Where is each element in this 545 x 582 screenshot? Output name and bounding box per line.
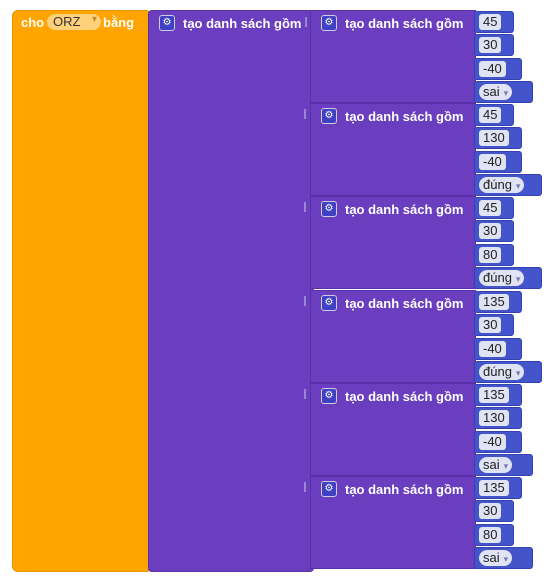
list-slot-connector (304, 296, 306, 306)
variable-name: ORZ (53, 14, 80, 29)
number-block[interactable]: 80 (474, 524, 514, 546)
gear-icon[interactable]: ⚙ (321, 108, 337, 124)
inner-list-label: tạo danh sách gồm (345, 109, 463, 124)
inner-list-block[interactable]: ⚙ tạo danh sách gồm (310, 103, 476, 196)
gear-icon[interactable]: ⚙ (321, 201, 337, 217)
number-field[interactable]: 130 (479, 410, 509, 426)
inner-list-label: tạo danh sách gồm (345, 482, 463, 497)
boolean-dropdown[interactable]: sai ▾ (479, 457, 512, 473)
number-block[interactable]: 135 (474, 477, 522, 499)
dropdown-arrow-icon: ▾ (504, 461, 509, 471)
gear-icon[interactable]: ⚙ (159, 15, 175, 31)
inner-list-label: tạo danh sách gồm (345, 296, 463, 311)
number-field[interactable]: 80 (479, 247, 501, 263)
list-slot-connector (304, 389, 306, 399)
number-field[interactable]: 135 (479, 387, 509, 403)
number-field[interactable]: -40 (479, 61, 506, 77)
boolean-block[interactable]: đúng ▾ (474, 174, 542, 196)
boolean-block[interactable]: đúng ▾ (474, 267, 542, 289)
number-block[interactable]: 45 (474, 11, 514, 33)
number-block[interactable]: 135 (474, 291, 522, 313)
dropdown-arrow-icon: ▾ (516, 368, 521, 378)
number-block[interactable]: 30 (474, 220, 514, 242)
inner-list-label: tạo danh sách gồm (345, 389, 463, 404)
list-slot-connector (304, 109, 306, 119)
number-field[interactable]: 30 (479, 503, 501, 519)
dropdown-arrow-icon: ▾ (516, 274, 521, 284)
boolean-block[interactable]: sai ▾ (474, 81, 533, 103)
number-field[interactable]: 30 (479, 37, 501, 53)
number-block[interactable]: 130 (474, 127, 522, 149)
dropdown-arrow-icon: ▾ (504, 554, 509, 564)
boolean-dropdown[interactable]: đúng ▾ (479, 177, 524, 193)
boolean-block[interactable]: sai ▾ (474, 454, 533, 476)
number-block[interactable]: 45 (474, 104, 514, 126)
number-block[interactable]: 30 (474, 314, 514, 336)
number-block[interactable]: 45 (474, 197, 514, 219)
number-block[interactable]: -40 (474, 338, 522, 360)
number-field[interactable]: 45 (479, 107, 501, 123)
boolean-dropdown[interactable]: sai ▾ (479, 84, 512, 100)
list-slot-connector (304, 482, 306, 492)
inner-list-label: tạo danh sách gồm (345, 202, 463, 217)
number-block[interactable]: -40 (474, 58, 522, 80)
number-block[interactable]: 80 (474, 244, 514, 266)
boolean-block[interactable]: sai ▾ (474, 547, 533, 569)
boolean-value: đúng (483, 177, 512, 192)
number-field[interactable]: 135 (479, 480, 509, 496)
variable-dropdown[interactable]: ORZ ▾ (47, 14, 101, 30)
set-prefix-label: cho (21, 15, 44, 30)
number-block[interactable]: 30 (474, 34, 514, 56)
number-block[interactable]: -40 (474, 151, 522, 173)
gear-icon[interactable]: ⚙ (321, 295, 337, 311)
number-field[interactable]: -40 (479, 154, 506, 170)
number-field[interactable]: -40 (479, 434, 506, 450)
number-field[interactable]: -40 (479, 341, 506, 357)
inner-list-block[interactable]: ⚙ tạo danh sách gồm (310, 10, 476, 103)
boolean-dropdown[interactable]: đúng ▾ (479, 364, 524, 380)
number-field[interactable]: 80 (479, 527, 501, 543)
boolean-value: đúng (483, 270, 512, 285)
outer-list-block[interactable]: ⚙ tạo danh sách gồm (148, 10, 314, 572)
number-field[interactable]: 130 (479, 130, 509, 146)
gear-icon[interactable]: ⚙ (321, 388, 337, 404)
set-variable-block[interactable]: cho ORZ ▾ bằng (12, 10, 152, 572)
boolean-block[interactable]: đúng ▾ (474, 361, 542, 383)
number-block[interactable]: 130 (474, 407, 522, 429)
number-field[interactable]: 45 (479, 200, 501, 216)
number-field[interactable]: 45 (479, 14, 501, 30)
boolean-value: sai (483, 84, 500, 99)
gear-icon[interactable]: ⚙ (321, 15, 337, 31)
number-block[interactable]: 135 (474, 384, 522, 406)
number-field[interactable]: 135 (479, 294, 509, 310)
boolean-value: sai (483, 550, 500, 565)
outer-list-label: tạo danh sách gồm (183, 16, 301, 31)
dropdown-arrow-icon: ▾ (504, 88, 509, 98)
boolean-dropdown[interactable]: sai ▾ (479, 550, 512, 566)
number-field[interactable]: 30 (479, 223, 501, 239)
number-field[interactable]: 30 (479, 317, 501, 333)
set-suffix-label: bằng (103, 15, 134, 30)
boolean-dropdown[interactable]: đúng ▾ (479, 270, 524, 286)
inner-list-label: tạo danh sách gồm (345, 16, 463, 31)
list-slot-connector (305, 17, 307, 27)
number-block[interactable]: 30 (474, 500, 514, 522)
boolean-value: đúng (483, 364, 512, 379)
gear-icon[interactable]: ⚙ (321, 481, 337, 497)
dropdown-arrow-icon: ▾ (516, 181, 521, 191)
dropdown-arrow-icon: ▾ (92, 14, 97, 25)
inner-list-block[interactable]: ⚙ tạo danh sách gồm (310, 290, 476, 383)
inner-list-block[interactable]: ⚙ tạo danh sách gồm (310, 476, 476, 569)
boolean-value: sai (483, 457, 500, 472)
inner-list-block[interactable]: ⚙ tạo danh sách gồm (310, 196, 476, 289)
inner-list-block[interactable]: ⚙ tạo danh sách gồm (310, 383, 476, 476)
list-slot-connector (304, 202, 306, 212)
number-block[interactable]: -40 (474, 431, 522, 453)
